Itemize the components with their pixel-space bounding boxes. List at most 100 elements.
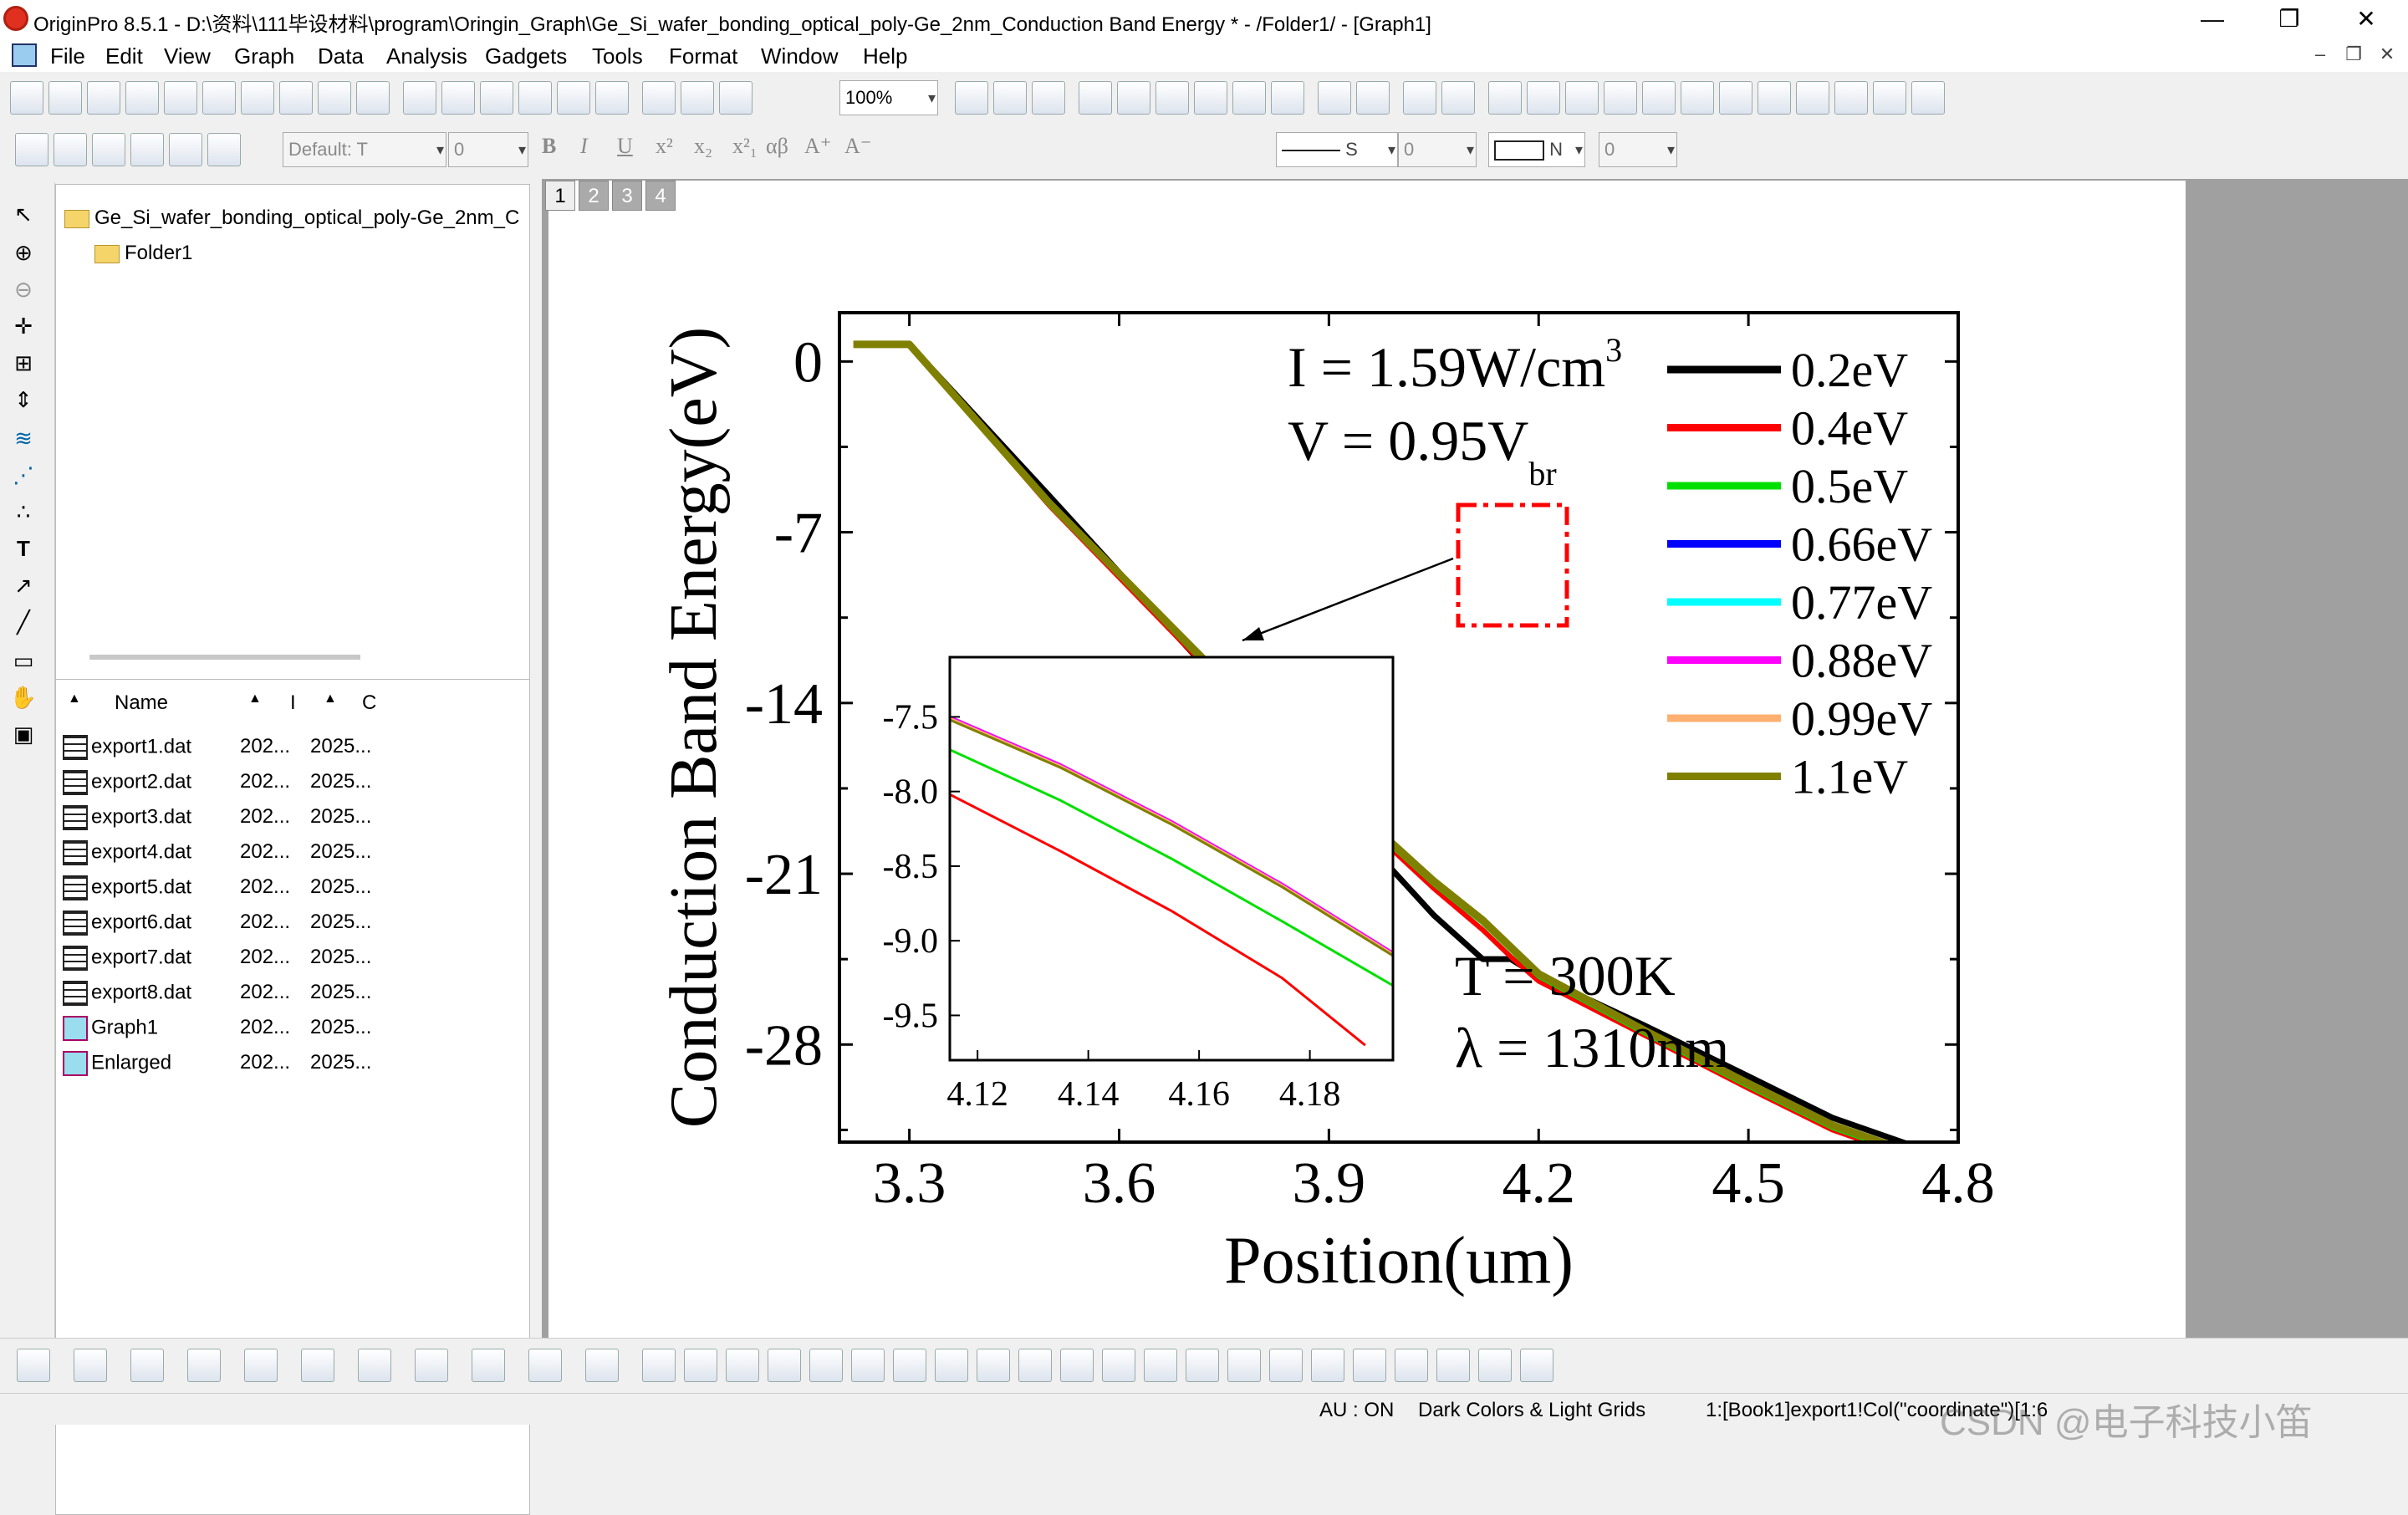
menu-window[interactable]: Window — [761, 43, 839, 69]
greek-button[interactable]: αβ — [766, 134, 788, 158]
graph-layer[interactable]: 3.3 3.6 3.9 4.2 4.5 4.8 0 -7 -14 -21 -28 Position(u… — [548, 181, 2186, 1338]
import-button[interactable] — [557, 81, 590, 115]
command-window-button[interactable] — [1194, 81, 1227, 115]
new-graph-button[interactable] — [164, 81, 197, 115]
new-layout-button[interactable] — [241, 81, 274, 115]
grid-c-button[interactable] — [1834, 81, 1868, 115]
axis-c-button[interactable] — [1604, 81, 1637, 115]
align-j-plot-button[interactable] — [1353, 1349, 1386, 1382]
menu-data[interactable]: Data — [318, 43, 364, 69]
mdi-minimize-button[interactable]: – — [2314, 43, 2326, 64]
layer-tab-4[interactable]: 4 — [645, 181, 676, 211]
align-h-plot-button[interactable] — [1269, 1349, 1303, 1382]
new-notes-button[interactable] — [279, 81, 313, 115]
list-item[interactable]: Graph1 202... 2025... — [63, 1016, 514, 1051]
arrange-button[interactable] — [1488, 81, 1522, 115]
import-wizard-button[interactable] — [642, 81, 676, 115]
data-reader-tool-icon[interactable]: ⊞ — [14, 350, 33, 375]
graph-page[interactable]: 3.3 3.6 3.9 4.2 4.5 4.8 0 -7 -14 -21 -28 Position(u… — [548, 181, 2186, 1338]
align-e-plot-button[interactable] — [1144, 1349, 1177, 1382]
line-symbol-plot-button[interactable] — [130, 1349, 164, 1382]
print-button[interactable] — [955, 81, 988, 115]
axis-e-button[interactable] — [1681, 81, 1714, 115]
align-d-plot-button[interactable] — [1102, 1349, 1135, 1382]
draw-data-tool-icon[interactable]: ≋ — [14, 426, 33, 451]
new-worksheet-button[interactable] — [48, 81, 82, 115]
save-template-button[interactable] — [518, 81, 552, 115]
align-g-plot-button[interactable] — [1227, 1349, 1261, 1382]
grid-b-button[interactable] — [1796, 81, 1829, 115]
column-name-header[interactable]: Name — [115, 691, 169, 714]
tree-folder1[interactable]: Folder1 — [94, 242, 192, 265]
rescale-button[interactable] — [1356, 81, 1390, 115]
pie-plot-button[interactable] — [415, 1349, 448, 1382]
layer-e-plot-button[interactable] — [809, 1349, 843, 1382]
box-plot-button[interactable] — [472, 1349, 505, 1382]
menu-analysis[interactable]: Analysis — [386, 43, 467, 69]
layer-tab-1[interactable]: 1 — [545, 181, 575, 211]
align-l-plot-button[interactable] — [1436, 1349, 1470, 1382]
recalculate-button[interactable] — [681, 81, 714, 115]
results-log-button[interactable] — [1079, 81, 1112, 115]
column-plot-button[interactable] — [187, 1349, 221, 1382]
italic-button[interactable]: I — [580, 134, 588, 158]
rectangle-tool-icon[interactable]: ▭ — [13, 648, 34, 673]
menu-tools[interactable]: Tools — [592, 43, 643, 69]
menu-format[interactable]: Format — [669, 43, 738, 69]
mdi-close-button[interactable]: ✕ — [2379, 43, 2395, 64]
mdi-restore-button[interactable]: ❐ — [2345, 43, 2362, 64]
restore-button[interactable]: ❐ — [2278, 6, 2300, 32]
duplicate-button[interactable] — [719, 81, 752, 115]
subscript-button[interactable]: x₂ — [694, 134, 713, 158]
increase-font-button[interactable]: A⁺ — [804, 134, 832, 158]
menu-file[interactable]: File — [50, 43, 85, 69]
layer-g-plot-button[interactable] — [893, 1349, 926, 1382]
add-layer-button[interactable] — [1318, 81, 1351, 115]
open-template-button[interactable] — [403, 81, 436, 115]
import-multiple-button[interactable] — [595, 81, 629, 115]
font-size-combo[interactable]: 0 ▾ — [448, 132, 528, 167]
tree-project[interactable]: Ge_Si_wafer_bonding_optical_poly-Ge_2nm_… — [64, 207, 523, 230]
zoom-out-tool-icon[interactable]: ⊖ — [14, 277, 33, 302]
region-tool-icon[interactable]: ⋰ — [13, 462, 34, 487]
list-item[interactable]: export2.dat 202... 2025... — [63, 770, 514, 805]
axis-f-button[interactable] — [1719, 81, 1752, 115]
new-project-button[interactable] — [10, 81, 43, 115]
menu-gadgets[interactable]: Gadgets — [485, 43, 568, 69]
line-tool-icon[interactable]: ╱ — [17, 610, 30, 635]
axis-b-button[interactable] — [1565, 81, 1599, 115]
script-window-button[interactable] — [1232, 81, 1266, 115]
multi-panel-plot-button[interactable] — [528, 1349, 562, 1382]
layer-h-plot-button[interactable] — [935, 1349, 968, 1382]
list-item[interactable]: export5.dat 202... 2025... — [63, 875, 514, 911]
align-b-plot-button[interactable] — [1018, 1349, 1052, 1382]
save-project-button[interactable] — [480, 81, 513, 115]
graph-b-button[interactable] — [169, 133, 202, 166]
align-c-plot-button[interactable] — [1060, 1349, 1094, 1382]
list-item[interactable]: export6.dat 202... 2025... — [63, 911, 514, 946]
table-button[interactable] — [1911, 81, 1945, 115]
line-plot-button[interactable] — [17, 1349, 50, 1382]
axis-a-button[interactable] — [1527, 81, 1560, 115]
menu-edit[interactable]: Edit — [105, 43, 143, 69]
list-item[interactable]: export1.dat 202... 2025... — [63, 735, 514, 770]
plot-details-button[interactable] — [92, 133, 125, 166]
graph-a-button[interactable] — [130, 133, 164, 166]
list-item[interactable]: Enlarged 202... 2025... — [63, 1051, 514, 1086]
scatter-plot-button[interactable] — [74, 1349, 107, 1382]
menu-help[interactable]: Help — [863, 43, 908, 69]
open-button[interactable] — [356, 81, 390, 115]
minimize-button[interactable]: — — [2201, 6, 2224, 32]
new-matrix-button[interactable] — [125, 81, 159, 115]
close-button[interactable]: ✕ — [2356, 6, 2376, 32]
line-style-combo[interactable]: S ▾ — [1276, 132, 1398, 167]
arrow-tool-icon[interactable]: ↗ — [14, 573, 33, 598]
zoom-in-tool-icon[interactable]: ⊕ — [14, 240, 33, 265]
code-builder-button[interactable] — [1117, 81, 1150, 115]
align-m-plot-button[interactable] — [1478, 1349, 1512, 1382]
new-excel-button[interactable] — [87, 81, 120, 115]
origin-app-icon[interactable] — [3, 6, 28, 31]
copy-page-button[interactable] — [993, 81, 1027, 115]
list-item[interactable]: export3.dat 202... 2025... — [63, 805, 514, 840]
new-workbook-button[interactable] — [318, 81, 351, 115]
